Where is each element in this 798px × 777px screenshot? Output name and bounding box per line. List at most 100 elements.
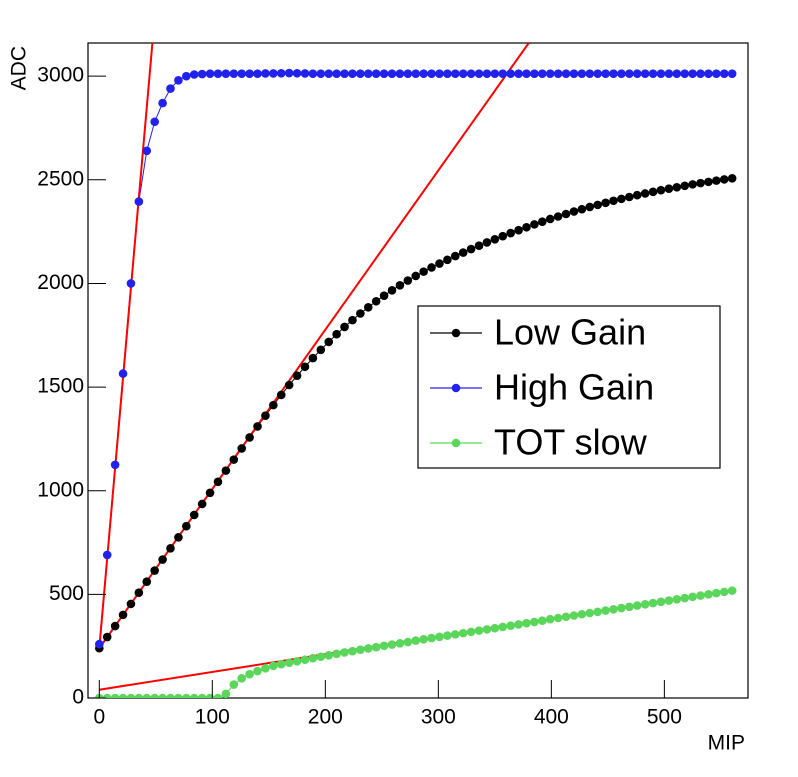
data-point xyxy=(308,69,318,78)
data-point xyxy=(253,69,262,78)
data-point xyxy=(221,689,231,698)
data-point xyxy=(182,71,191,81)
data-point xyxy=(625,602,634,612)
data-point xyxy=(332,649,341,659)
y-tick-label: 1500 xyxy=(37,375,84,398)
data-point xyxy=(648,598,658,608)
data-point xyxy=(308,353,318,363)
data-point xyxy=(102,693,112,698)
x-axis-title: MIP xyxy=(708,732,745,755)
data-point xyxy=(498,622,508,632)
data-point xyxy=(371,296,381,306)
data-point xyxy=(102,632,112,642)
data-point xyxy=(308,653,318,663)
y-axis-title: ADC xyxy=(8,46,31,90)
data-point xyxy=(197,69,207,79)
data-point xyxy=(253,422,262,431)
data-point xyxy=(585,69,595,78)
data-point xyxy=(411,636,421,645)
data-point xyxy=(332,329,341,339)
data-point xyxy=(110,621,120,631)
data-point xyxy=(340,69,349,78)
data-point xyxy=(482,238,492,247)
data-point xyxy=(110,460,120,470)
data-point xyxy=(490,623,500,633)
data-point xyxy=(348,69,357,78)
data-point xyxy=(625,192,634,202)
data-point xyxy=(506,621,515,630)
data-point xyxy=(482,625,492,634)
plot-area xyxy=(95,43,737,698)
data-point xyxy=(245,433,254,442)
data-point xyxy=(395,638,405,648)
data-point xyxy=(474,626,484,635)
data-point xyxy=(340,322,349,332)
data-point xyxy=(640,189,650,198)
data-point xyxy=(213,693,223,698)
legend-marker xyxy=(451,438,461,448)
data-point xyxy=(530,617,539,627)
data-point xyxy=(450,630,460,639)
data-point xyxy=(356,309,365,318)
data-point xyxy=(640,69,650,78)
data-point xyxy=(569,69,579,78)
data-point xyxy=(522,69,531,78)
data-point xyxy=(300,69,310,78)
data-point xyxy=(561,69,571,78)
data-point xyxy=(577,204,587,214)
data-point xyxy=(553,212,563,221)
data-point xyxy=(102,550,112,560)
data-point xyxy=(395,69,405,78)
data-point xyxy=(458,69,468,78)
data-point xyxy=(197,499,207,509)
data-point xyxy=(632,601,642,610)
data-point xyxy=(672,69,682,78)
data-point xyxy=(704,69,713,78)
data-point xyxy=(450,69,460,78)
data-point xyxy=(427,633,436,643)
data-point xyxy=(276,68,286,78)
data-point xyxy=(379,291,389,300)
y-tick-label: 2500 xyxy=(37,167,84,190)
data-point xyxy=(514,69,523,78)
data-point xyxy=(435,259,444,268)
data-point xyxy=(719,69,729,78)
data-point xyxy=(95,639,104,649)
legend-label: TOT slow xyxy=(494,422,648,463)
y-tick-label: 0 xyxy=(72,686,84,709)
data-point xyxy=(680,69,690,78)
data-point xyxy=(712,176,721,185)
data-point xyxy=(593,200,602,210)
data-point xyxy=(656,597,666,607)
data-point xyxy=(213,69,223,78)
data-point xyxy=(458,248,468,257)
data-point xyxy=(110,693,120,698)
data-point xyxy=(601,69,610,78)
data-point xyxy=(292,657,302,666)
data-point xyxy=(696,178,705,188)
data-point xyxy=(466,244,476,254)
data-point xyxy=(276,390,286,400)
data-point xyxy=(316,652,326,662)
data-point xyxy=(229,69,239,78)
data-point xyxy=(514,225,523,235)
data-point xyxy=(142,577,152,587)
data-point xyxy=(356,645,365,655)
data-point xyxy=(126,693,136,698)
data-point xyxy=(411,271,421,281)
data-point xyxy=(443,69,452,78)
data-point xyxy=(553,69,563,78)
data-point xyxy=(174,533,183,542)
data-point xyxy=(727,69,737,78)
data-point xyxy=(118,693,128,698)
data-point xyxy=(379,69,389,78)
data-point xyxy=(363,69,373,78)
data-point xyxy=(134,588,144,598)
data-point xyxy=(300,362,310,372)
data-point xyxy=(237,674,246,683)
data-point xyxy=(577,609,587,619)
x-tick-label: 500 xyxy=(647,706,682,729)
data-point xyxy=(617,603,626,613)
data-point xyxy=(601,606,610,615)
